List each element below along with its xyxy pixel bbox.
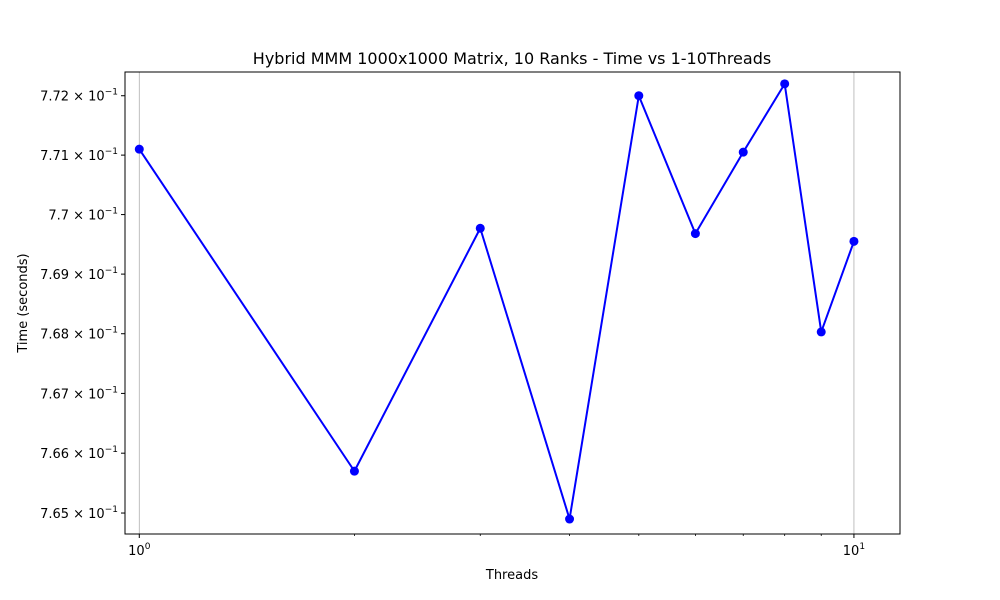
y-tick-label: 7.72 × 10−1 (40, 88, 118, 105)
marker-layer (134, 79, 859, 524)
data-point-9 (816, 327, 826, 337)
data-point-1 (134, 144, 144, 154)
data-point-2 (349, 466, 359, 476)
data-point-7 (738, 147, 748, 157)
data-point-8 (780, 79, 790, 89)
series-line (138, 82, 855, 521)
data-point-10 (849, 236, 859, 246)
x-axis-label: Threads (485, 568, 538, 583)
line-layer (138, 82, 855, 521)
y-tick-label: 7.67 × 10−1 (40, 385, 118, 402)
y-axis-label: Time (seconds) (16, 253, 31, 353)
y-tick-label: 7.66 × 10−1 (40, 445, 118, 462)
data-point-6 (690, 229, 700, 239)
plot-area-frame (124, 71, 901, 535)
x-tick-label: 100 (128, 542, 151, 559)
y-axis-ticks: 7.65 × 10−1 7.66 × 10−1 7.67 × 10−1 7.68 × … (40, 88, 125, 522)
y-tick-label: 7.65 × 10−1 (40, 505, 118, 522)
x-tick-label: 101 (843, 542, 865, 559)
y-tick-label: 7.7 × 10−1 (48, 207, 118, 224)
y-tick-label: 7.71 × 10−1 (40, 147, 118, 164)
data-point-4 (565, 514, 575, 524)
data-point-5 (634, 91, 644, 101)
data-point-3 (475, 223, 485, 233)
x-axis-ticks: 100 101 (128, 534, 865, 559)
chart-title: Hybrid MMM 1000x1000 Matrix, 10 Ranks - … (253, 49, 771, 68)
y-tick-label: 7.69 × 10−1 (40, 266, 118, 283)
y-tick-label: 7.68 × 10−1 (40, 326, 118, 343)
